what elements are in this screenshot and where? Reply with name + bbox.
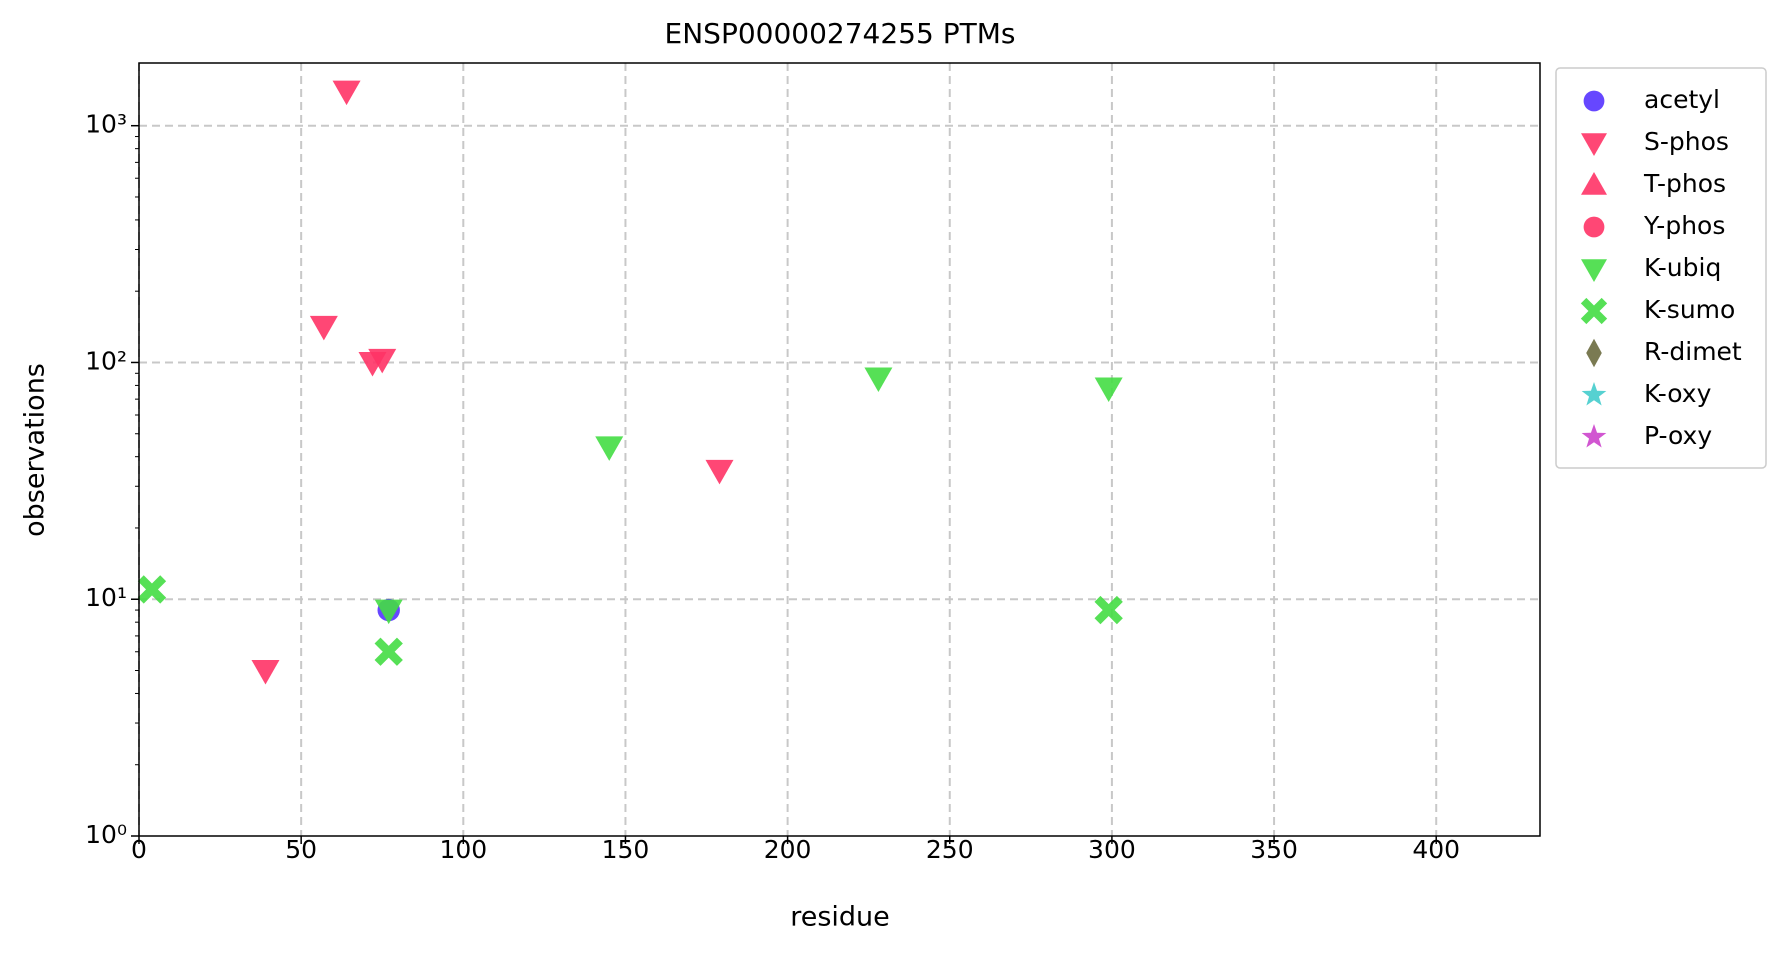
legend-label: Y-phos xyxy=(1643,211,1725,240)
marker xyxy=(1581,424,1607,448)
x-axis-label: residue xyxy=(790,902,890,933)
x-tick-label: 50 xyxy=(285,835,317,864)
marker xyxy=(1094,595,1123,625)
legend-label: P-oxy xyxy=(1644,421,1712,450)
legend-label: acetyl xyxy=(1644,85,1720,114)
marker xyxy=(1581,259,1607,282)
x-tick-label: 0 xyxy=(131,835,147,864)
x-tick-label: 350 xyxy=(1250,835,1298,864)
marker xyxy=(332,80,361,106)
marker xyxy=(374,599,403,625)
x-tick-label: 200 xyxy=(764,835,812,864)
marker xyxy=(1583,216,1605,238)
marker xyxy=(137,575,167,604)
x-tick-label: 100 xyxy=(439,835,487,864)
marker xyxy=(864,367,893,392)
legend-label: K-ubiq xyxy=(1644,253,1721,282)
chart-title: ENSP00000274255 PTMs xyxy=(665,17,1016,50)
x-tick-label: 250 xyxy=(926,835,974,864)
marker xyxy=(309,315,338,341)
marker xyxy=(374,637,403,666)
x-tick-label: 300 xyxy=(1088,835,1136,864)
y-tick-label: 10³ xyxy=(85,110,127,139)
marker xyxy=(1586,338,1602,368)
series xyxy=(251,80,734,685)
marker xyxy=(1580,297,1608,325)
marker xyxy=(705,459,734,485)
legend-label: K-oxy xyxy=(1644,379,1712,408)
legend-label: T-phos xyxy=(1643,169,1726,198)
marker xyxy=(1581,172,1607,195)
marker xyxy=(368,348,397,374)
marker xyxy=(595,436,624,461)
marker xyxy=(251,660,280,685)
legend-frame xyxy=(1555,67,1767,469)
x-tick-label: 150 xyxy=(602,835,650,864)
series xyxy=(374,367,1123,625)
x-tick-label: 400 xyxy=(1412,835,1460,864)
marker xyxy=(1581,133,1607,156)
marker xyxy=(1581,382,1607,406)
y-tick-label: 10⁰ xyxy=(85,820,127,849)
y-axis-label: observations xyxy=(20,363,51,537)
legend-label: R-dimet xyxy=(1644,337,1742,366)
series xyxy=(137,575,1123,666)
legend: acetyl S-phos T-phos Y-phos K-ubiq K-sumo R-di… xyxy=(1555,67,1767,469)
legend-label: S-phos xyxy=(1644,127,1729,156)
y-tick-label: 10² xyxy=(85,346,127,375)
legend-label: K-sumo xyxy=(1644,295,1735,324)
marker xyxy=(1583,90,1605,112)
marker xyxy=(1094,377,1123,403)
plot-frame xyxy=(138,62,1541,837)
y-tick-label: 10¹ xyxy=(85,583,127,612)
